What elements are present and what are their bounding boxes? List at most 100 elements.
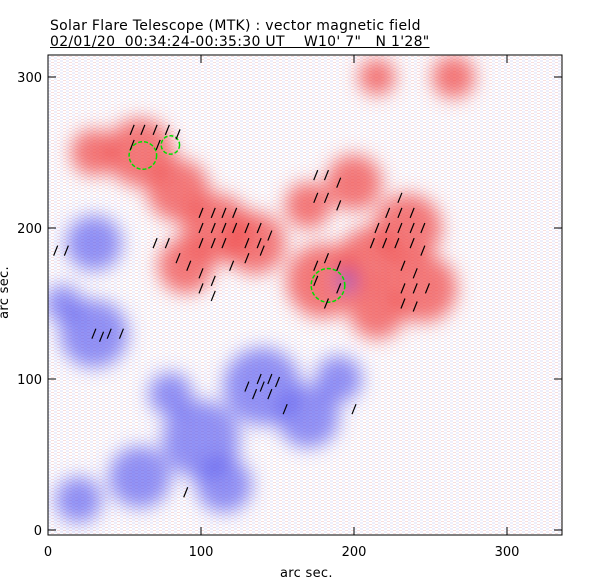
field-vector (210, 222, 216, 234)
negative-field-region (48, 284, 82, 323)
y-tick-label: 0 (34, 524, 42, 539)
x-tick-label: 0 (44, 545, 52, 560)
field-vector (232, 222, 238, 234)
field-vector (140, 124, 146, 136)
field-vector (244, 222, 250, 234)
field-vector (164, 124, 170, 136)
positive-field-region (431, 55, 476, 99)
field-vector (106, 328, 112, 339)
field-vector (198, 207, 204, 219)
field-vector (175, 129, 181, 140)
y-tick-label: 300 (17, 71, 42, 86)
field-vector (412, 301, 418, 312)
field-vector (394, 237, 400, 249)
field-vector (424, 283, 430, 294)
field-vector (129, 124, 135, 136)
field-vector (369, 237, 375, 249)
field-vector (323, 192, 330, 204)
field-vector (152, 124, 158, 136)
field-vector (244, 381, 250, 392)
plot-frame (47, 54, 563, 536)
field-vector (382, 237, 388, 249)
field-vector (232, 207, 238, 219)
field-vector (210, 237, 216, 249)
field-vector (323, 169, 330, 181)
field-vector (397, 192, 403, 204)
negative-field-region (337, 271, 356, 291)
field-vector (198, 237, 204, 249)
field-vector (210, 207, 216, 219)
field-vector (259, 381, 265, 392)
positive-field-region (326, 154, 382, 211)
negative-field-region (108, 446, 171, 509)
x-axis-label: arc sec. (280, 566, 333, 581)
field-vector (267, 388, 273, 400)
field-vector (244, 252, 250, 264)
field-vector (256, 237, 262, 249)
field-vector (210, 290, 216, 302)
field-vector (244, 237, 250, 249)
field-vector (323, 252, 330, 264)
field-vector (409, 207, 415, 219)
field-vector (259, 245, 265, 256)
negative-field-region (148, 372, 193, 416)
field-vector (409, 222, 415, 234)
field-vector (198, 283, 204, 294)
field-vector (221, 207, 227, 219)
field-vector (251, 388, 258, 400)
field-vector (400, 298, 406, 309)
x-tick-label: 100 (189, 545, 214, 560)
field-vector (210, 275, 216, 287)
field-contour (128, 141, 158, 171)
y-axis-label: arc sec. (0, 266, 12, 319)
field-vector (91, 328, 97, 339)
field-vector (313, 275, 319, 287)
field-vector (374, 222, 380, 234)
field-vector (183, 487, 189, 498)
field-vector (420, 222, 426, 234)
field-vector (412, 283, 418, 294)
field-vector (336, 260, 342, 271)
negative-field-region (55, 476, 102, 524)
field-vector (336, 283, 342, 294)
field-vector (129, 139, 135, 151)
field-vector (118, 328, 124, 339)
field-vector (53, 245, 59, 256)
field-vector (198, 222, 204, 234)
x-tick-label: 200 (342, 545, 367, 560)
field-vector (63, 245, 69, 256)
field-contour (160, 135, 181, 155)
field-vector (175, 252, 181, 264)
positive-field-region (388, 254, 457, 323)
y-tick-label: 100 (17, 373, 42, 388)
negative-field-region (66, 215, 122, 271)
field-vector (198, 268, 204, 279)
field-vector (186, 260, 192, 271)
field-vector (282, 403, 288, 415)
positive-field-region (349, 283, 405, 339)
field-vector (164, 237, 170, 249)
field-vector (351, 403, 357, 415)
field-vector (229, 260, 235, 271)
field-vector (397, 222, 403, 234)
field-vector (385, 207, 391, 219)
field-vector (98, 331, 105, 342)
field-vector (400, 260, 406, 271)
positive-field-region (223, 212, 286, 275)
field-vector (313, 169, 319, 181)
field-vector (152, 237, 158, 249)
negative-field-region (315, 355, 362, 403)
field-vector (256, 373, 262, 385)
field-vector (323, 298, 330, 309)
chart-title: Solar Flare Telescope (MTK) : vector mag… (50, 18, 421, 34)
field-vector (397, 207, 403, 219)
positive-field-region (70, 129, 118, 176)
x-tick-label: 300 (495, 545, 520, 560)
field-vector (412, 268, 418, 279)
field-vector (409, 237, 415, 249)
field-vector (221, 237, 227, 249)
field-vector (274, 376, 281, 388)
negative-field-region (196, 456, 252, 513)
